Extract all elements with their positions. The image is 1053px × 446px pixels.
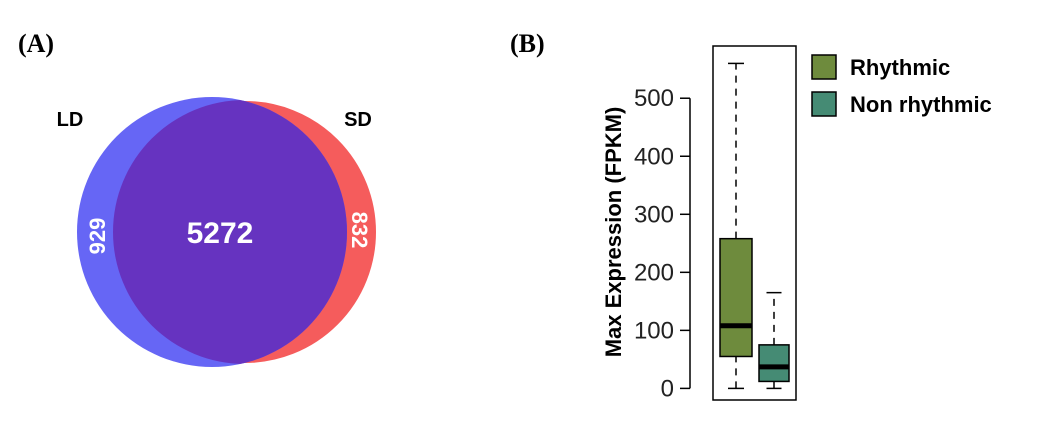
legend-swatch <box>811 54 837 80</box>
plot-frame <box>712 45 797 401</box>
box-non-rhythmic <box>758 291 790 390</box>
box-plots <box>719 62 790 390</box>
y-tick-label: 300 <box>634 201 674 228</box>
venn-overlap-region <box>113 100 347 364</box>
box-iqr <box>758 344 790 383</box>
legend-label: Rhythmic <box>850 55 950 80</box>
venn-set-label-sd: SD <box>344 109 372 131</box>
venn-sd-only-count: 832 <box>347 212 372 249</box>
box-rhythmic <box>719 62 753 390</box>
legend: Rhythmic Non rhythmic <box>811 54 992 117</box>
y-tick-label: 0 <box>661 375 674 402</box>
y-tick-label: 500 <box>634 85 674 112</box>
y-axis-title: Max Expression (FPKM) <box>601 107 626 358</box>
venn-set-label-ld: LD <box>57 109 84 131</box>
panel-label-a: (A) <box>18 29 54 58</box>
y-tick-label: 100 <box>634 317 674 344</box>
legend-swatch <box>811 91 837 117</box>
y-tick-label: 200 <box>634 259 674 286</box>
y-axis: 0 100 200 300 400 500 <box>634 85 691 402</box>
panel-label-b: (B) <box>510 29 545 58</box>
y-tick-label: 400 <box>634 143 674 170</box>
venn-ld-only-count: 929 <box>85 218 110 255</box>
venn-overlap-count: 5272 <box>187 217 254 250</box>
box-iqr <box>719 237 753 358</box>
legend-label: Non rhythmic <box>850 92 992 117</box>
